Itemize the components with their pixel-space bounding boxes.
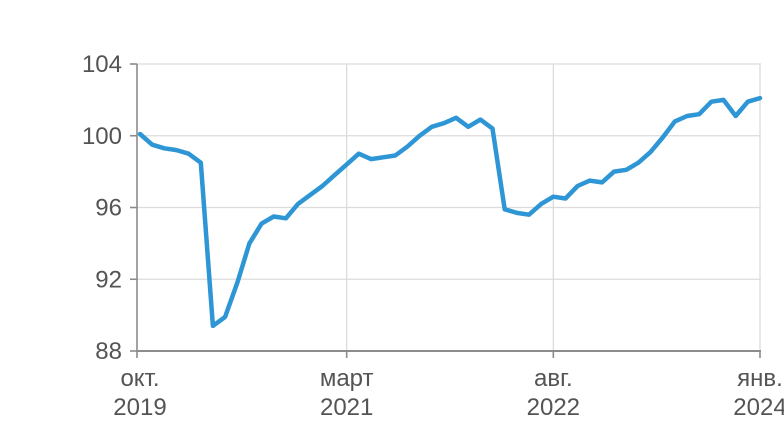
x-axis-label-month-2024: янв. xyxy=(737,365,783,392)
series-line xyxy=(137,95,763,329)
x-axis-label-month-2022: авг. xyxy=(534,365,573,392)
y-axis-label-92: 92 xyxy=(95,266,122,293)
x-axis-label-month-2019: окт. xyxy=(120,365,159,392)
x-axis-label-year-2024: 2024 xyxy=(733,394,784,421)
line-chart-figure: 88 92 96 100 104 окт. 2019 март 2021 авг. 2022 янв… xyxy=(40,16,784,441)
y-axis-label-96: 96 xyxy=(95,195,122,222)
x-axis-label-year-2021: 2021 xyxy=(320,394,373,421)
y-axis-label-104: 104 xyxy=(82,51,122,78)
x-axis-label-year-2019: 2019 xyxy=(113,394,166,421)
x-axis-label-year-2022: 2022 xyxy=(527,394,580,421)
y-axis-label-100: 100 xyxy=(82,123,122,150)
y-axis-labels: 88 92 96 100 104 xyxy=(82,51,122,365)
data-series xyxy=(137,95,763,329)
axis-ticks xyxy=(130,63,761,358)
x-axis-label-month-2021: март xyxy=(320,365,374,392)
gridlines xyxy=(137,63,761,351)
y-axis-label-88: 88 xyxy=(95,338,122,365)
